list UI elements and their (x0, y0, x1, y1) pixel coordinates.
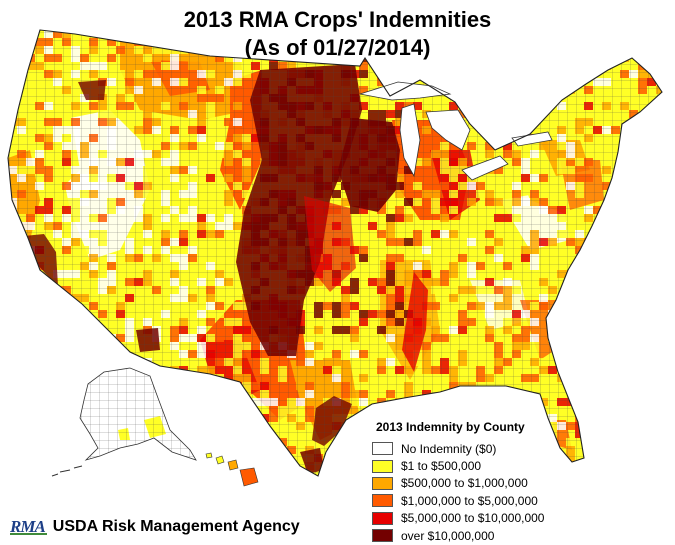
legend-item-none: No Indemnity ($0) (372, 440, 662, 457)
legend-label: $500,000 to $1,000,000 (401, 476, 528, 491)
alaska (51, 367, 197, 477)
legend-label: No Indemnity ($0) (401, 441, 497, 456)
legend-label: $1,000,000 to $5,000,000 (401, 493, 538, 508)
legend-item-1m-5m: $1,000,000 to $5,000,000 (372, 492, 662, 509)
legend-label: over $10,000,000 (401, 528, 495, 543)
hawaii (205, 452, 259, 487)
footer: RMA USDA Risk Management Agency (10, 517, 300, 537)
legend-label: $1 to $500,000 (401, 459, 482, 474)
legend-item-1-500k: $1 to $500,000 (372, 457, 662, 474)
us-outline (7, 29, 663, 477)
legend-swatch (372, 494, 393, 508)
legend-item-over-10m: over $10,000,000 (372, 527, 662, 544)
legend-swatch (372, 511, 393, 525)
agency-name: USDA Risk Management Agency (52, 518, 300, 535)
legend: 2013 Indemnity by County No Indemnity ($… (372, 420, 662, 544)
legend-swatch (372, 442, 393, 456)
legend-title: 2013 Indemnity by County (376, 420, 525, 434)
map-title: 2013 RMA Crops' Indemnities (183, 7, 492, 32)
rma-logo: RMA (10, 517, 47, 536)
legend-swatch (372, 476, 393, 490)
map-subtitle: (As of 01/27/2014) (244, 35, 431, 60)
legend-swatch (372, 459, 393, 473)
legend-item-500k-1m: $500,000 to $1,000,000 (372, 475, 662, 492)
legend-label: $5,000,000 to $10,000,000 (401, 511, 545, 526)
legend-item-5m-10m: $5,000,000 to $10,000,000 (372, 510, 662, 527)
great-lakes (359, 81, 553, 181)
legend-swatch (372, 529, 393, 543)
